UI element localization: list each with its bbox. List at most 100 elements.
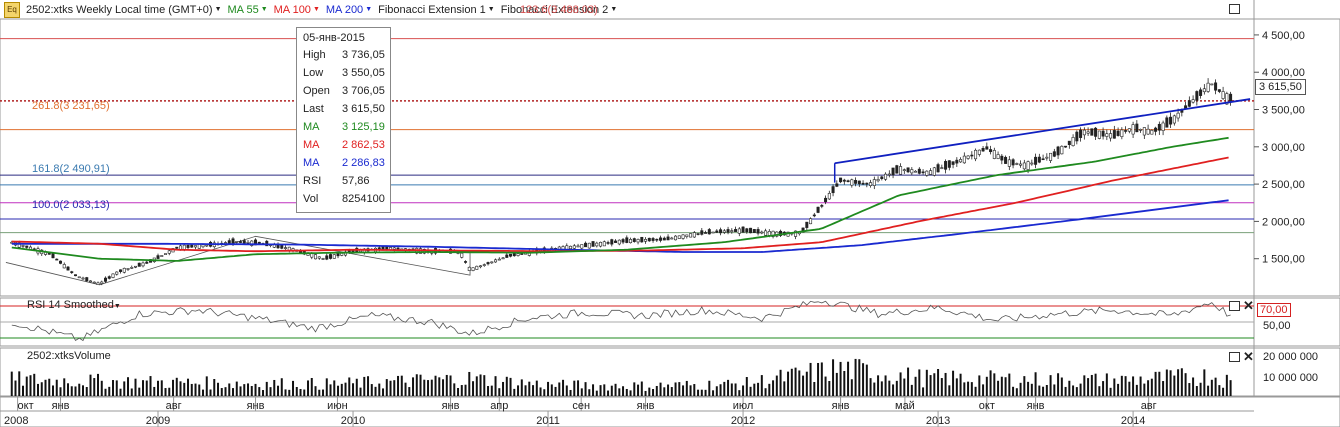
volume-bar	[997, 380, 1000, 396]
volume-bar	[430, 379, 433, 396]
candle-body	[1150, 129, 1154, 135]
volume-bar	[82, 385, 85, 396]
volume-bar	[1079, 383, 1082, 396]
candle-body	[1161, 122, 1165, 132]
candle-body	[906, 167, 910, 173]
candle-body	[156, 255, 160, 259]
volume-bar	[1162, 381, 1165, 396]
volume-bar	[303, 389, 306, 396]
volume-bar	[693, 384, 696, 396]
candle-body	[662, 237, 666, 241]
candle-body	[745, 228, 749, 233]
candle-body	[737, 228, 741, 234]
volume-bar	[1030, 383, 1033, 396]
dropdown-arrow-icon: ▼	[312, 6, 320, 13]
indicator-ma55[interactable]: MA 55 ▼	[228, 4, 268, 16]
candle-body	[1056, 146, 1060, 156]
tooltip-value: 3 736,05	[342, 49, 385, 61]
tooltip-row-vol: Vol 8254100	[303, 193, 389, 209]
volume-bar	[179, 381, 182, 396]
candle-body	[392, 247, 396, 250]
candle-body	[970, 154, 974, 157]
candle-body	[764, 230, 768, 236]
candle-body	[1064, 145, 1068, 148]
volume-bar	[655, 385, 658, 396]
volume-bar	[419, 374, 422, 396]
close-icon[interactable]: ✕	[1243, 349, 1254, 364]
tooltip-value: 2 286,83	[342, 157, 385, 169]
volume-bar	[55, 379, 58, 396]
close-icon[interactable]: ✕	[1243, 298, 1254, 313]
candle-body	[1135, 123, 1139, 133]
volume-bar	[393, 380, 396, 396]
candle-body	[1191, 99, 1195, 103]
candle-body	[1109, 133, 1113, 139]
volume-bar	[730, 383, 733, 396]
rsi-title: RSI 14 Smoothed	[27, 299, 114, 311]
volume-bar	[787, 371, 790, 396]
volume-bar	[952, 370, 955, 396]
candle-body	[921, 171, 925, 174]
volume-bar	[127, 377, 130, 396]
symbol-selector[interactable]: 2502:xtks Weekly Local time (GMT+0) ▼	[26, 4, 222, 16]
candle-body	[1052, 151, 1056, 157]
volume-bar	[213, 379, 216, 396]
volume-bar	[202, 389, 205, 396]
volume-bar	[1053, 384, 1056, 396]
volume-bar	[269, 387, 272, 396]
volume-bar	[959, 373, 962, 396]
volume-bar	[423, 379, 426, 396]
symbol-label: 2502:xtks Weekly Local time (GMT+0)	[26, 3, 213, 16]
volume-bar	[843, 370, 846, 396]
candle-body	[805, 221, 809, 228]
chart-logo-icon[interactable]: Eq	[4, 1, 20, 18]
rsi-panel-title[interactable]: RSI 14 Smoothed▼	[27, 299, 121, 311]
month-label: сен	[572, 400, 590, 412]
maximize-icon[interactable]	[1229, 301, 1240, 311]
volume-bar	[40, 382, 43, 396]
volume-bar	[138, 387, 141, 396]
volume-bar	[892, 384, 895, 396]
volume-bar	[989, 370, 992, 396]
candle-body	[1202, 88, 1206, 93]
candle-body	[839, 177, 843, 183]
candle-body	[164, 253, 168, 255]
maximize-icon[interactable]	[1229, 352, 1240, 362]
month-label: окт	[979, 400, 995, 412]
tooltip-date: 05-янв-2015	[303, 32, 365, 44]
volume-bar	[532, 385, 535, 396]
candle-body	[115, 271, 119, 275]
volume-bar	[479, 374, 482, 396]
volume-bar	[820, 362, 823, 396]
candle-body	[681, 234, 685, 239]
indicator-fib2[interactable]: Fibonacci Extension 2 ▼	[501, 4, 618, 16]
candle-body	[1120, 129, 1124, 137]
volume-bar	[1132, 376, 1135, 396]
volume-bar	[970, 382, 973, 396]
volume-panel-title[interactable]: 2502:xtksVolume	[27, 350, 111, 362]
volume-bar	[1102, 381, 1105, 396]
indicator-ma200[interactable]: MA 200 ▼	[326, 4, 372, 16]
candle-body	[827, 193, 831, 200]
volume-bar	[318, 389, 321, 396]
volume-bar	[378, 383, 381, 396]
candle-body	[1060, 145, 1064, 155]
volume-bar	[374, 386, 377, 396]
volume-bar	[130, 388, 133, 396]
volume-bar	[427, 380, 430, 396]
candle-body	[201, 244, 205, 248]
volume-bar	[314, 386, 317, 396]
volume-bar	[284, 389, 287, 396]
indicator-ma100[interactable]: MA 100 ▼	[274, 4, 320, 16]
candle-body	[692, 232, 696, 238]
candle-body	[340, 253, 344, 256]
volume-bar	[937, 369, 940, 396]
indicator-fib1[interactable]: Fibonacci Extension 1 ▼	[378, 4, 495, 16]
volume-bar	[858, 359, 861, 396]
candle-body	[239, 241, 243, 243]
volume-bar	[1158, 371, 1161, 396]
maximize-icon[interactable]	[1229, 4, 1240, 14]
candle-body	[895, 165, 899, 174]
candle-body	[989, 149, 993, 153]
